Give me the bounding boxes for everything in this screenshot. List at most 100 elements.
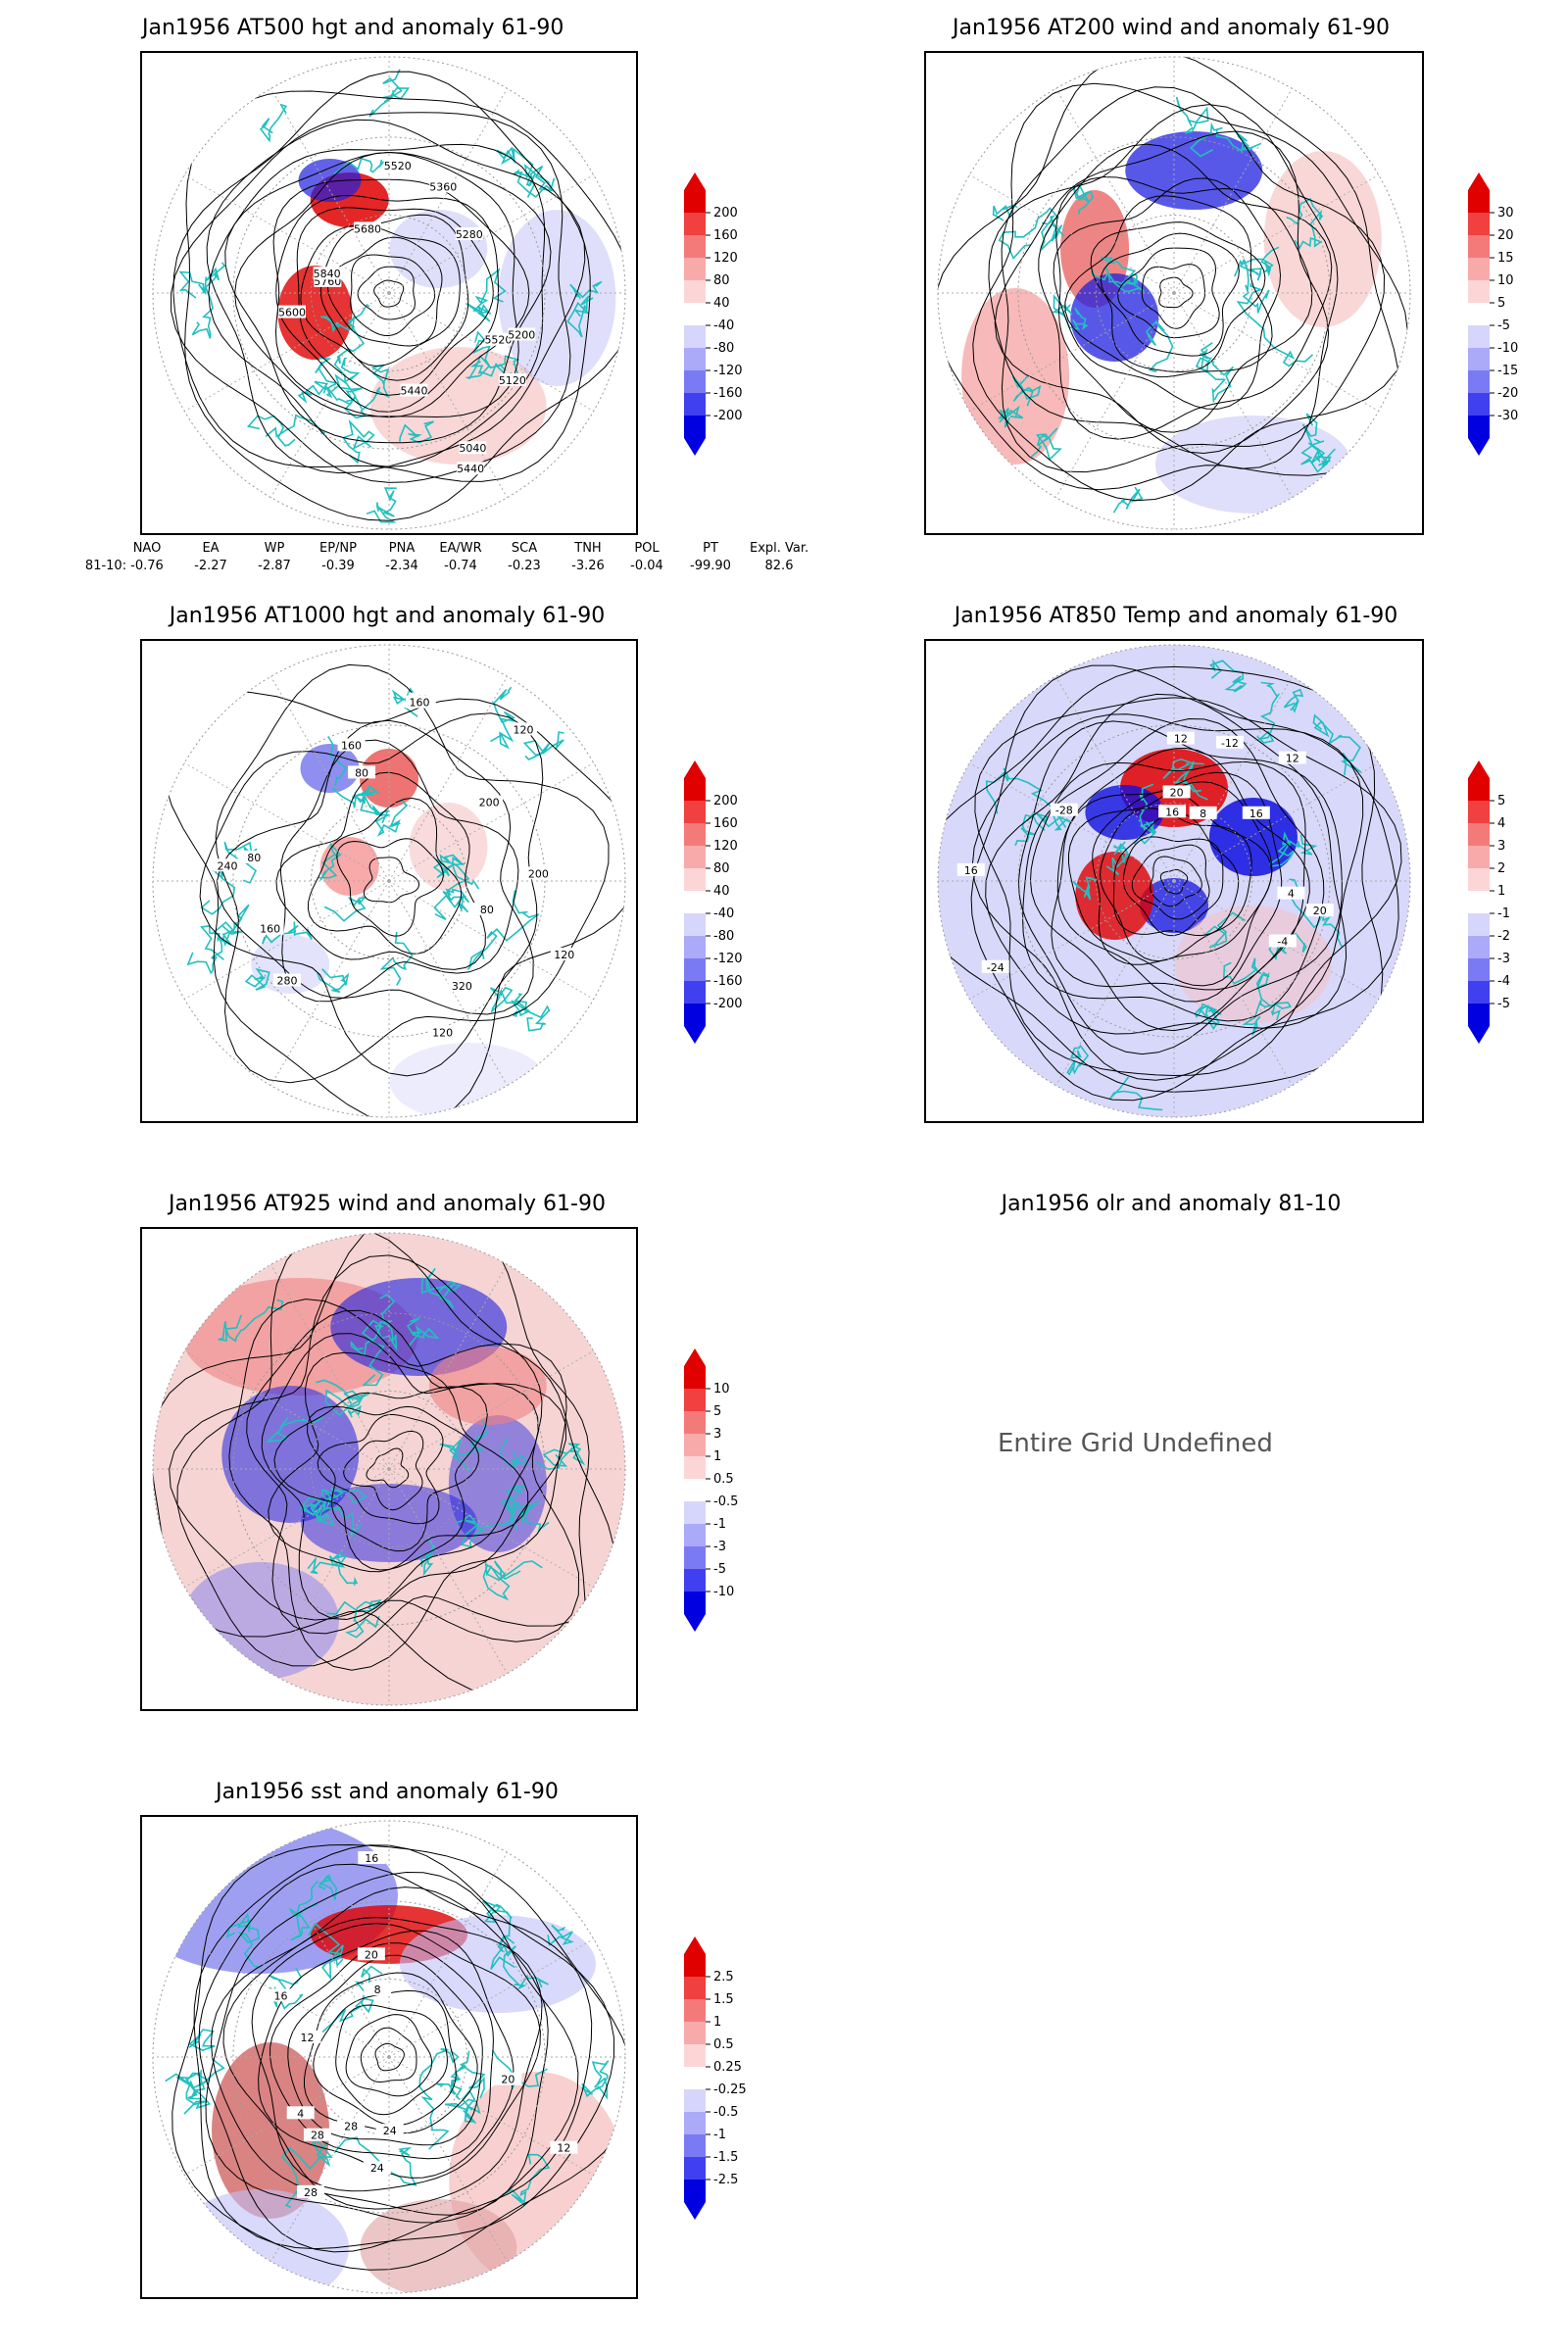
index-header: NAO <box>132 541 162 556</box>
colorbar-tick-label: -80 <box>713 929 734 944</box>
colorbar-tick-label: -2.5 <box>713 2173 738 2187</box>
contour-label: 20 <box>501 2074 514 2086</box>
contour-label: 120 <box>514 723 534 736</box>
index-value: -2.27 <box>194 559 227 573</box>
colorbar-tick-label: 0.5 <box>713 1472 734 1487</box>
colorbar-tick-label: 1.5 <box>713 1992 734 2007</box>
index-header: TNH <box>574 541 602 556</box>
contour-label: 4 <box>1288 888 1295 901</box>
contour-label: 5520 <box>484 334 512 347</box>
colorbar-tick-label: 200 <box>713 206 738 220</box>
colorbar-tick-label: -3 <box>713 1540 726 1554</box>
index-value: -0.23 <box>508 559 541 573</box>
colorbar-tick-label: -1 <box>1497 906 1510 921</box>
colorbar-tick-label: -4 <box>1497 974 1510 989</box>
colorbar-tick-label: -200 <box>713 409 743 423</box>
index-value: -0.04 <box>630 559 663 573</box>
panel-title-olr: Jan1956 olr and anomaly 81-10 <box>1001 1192 1342 1216</box>
index-value: -2.87 <box>258 559 291 573</box>
colorbar-tick-label: 5 <box>1497 296 1505 311</box>
contour-label: 5200 <box>508 328 535 341</box>
colorbar-tick-label: 5 <box>1497 794 1505 808</box>
colorbar-tick-label: 15 <box>1497 251 1514 266</box>
contour-label: 20 <box>1313 905 1327 917</box>
colorbar-500: 200 160 120 80 40 -40 -80 -120 -160 -200 <box>684 172 762 464</box>
contour-label: 20 <box>365 1948 378 1961</box>
colorbar-tick-label: -0.5 <box>713 2105 738 2120</box>
map-sst: 28 28 24 20 16 12 8 24 28 16 20 12 4 <box>140 1815 638 2299</box>
colorbar-tick-label: 1 <box>713 2015 721 2030</box>
contour-label: 16 <box>1165 806 1179 818</box>
colorbar-tick-label: 40 <box>713 296 730 311</box>
map-200wind <box>924 51 1424 535</box>
colorbar-tick-label: 120 <box>713 251 738 266</box>
index-value: -0.39 <box>321 559 355 573</box>
index-value: -0.74 <box>444 559 477 573</box>
contour-label: 120 <box>554 949 574 961</box>
colorbar-tick-label: -40 <box>713 906 734 921</box>
colorbar-tick-label: 160 <box>713 228 738 243</box>
colorbar-tick-label: 1 <box>1497 884 1505 899</box>
colorbar-tick-label: 0.5 <box>713 2037 734 2052</box>
map-1000hgt: 8080120160200240320280160120804020016012… <box>140 639 638 1123</box>
contour-label: 28 <box>304 2186 318 2199</box>
colorbar-tick-label: 40 <box>713 884 730 899</box>
contour-label: 5360 <box>429 181 457 194</box>
colorbar-tick-label: 120 <box>713 839 738 854</box>
panel-title-sst: Jan1956 sst and anomaly 61-90 <box>216 1780 559 1804</box>
contour-label: 12 <box>1174 733 1188 746</box>
contour-label: 16 <box>274 1989 288 2002</box>
colorbar-tick-label: -120 <box>713 952 743 966</box>
colorbar-tick-label: -3 <box>1497 952 1510 966</box>
contour-label: 5680 <box>354 222 381 235</box>
colorbar-tick-label: -0.5 <box>713 1494 738 1509</box>
contour-label: 5040 <box>459 442 486 455</box>
colorbar-tick-label: 3 <box>713 1427 721 1442</box>
map-500hgt: 5760 5840 5520 5440 5360 5280 5200 5120 5040 5600… <box>140 51 638 535</box>
contour-label: 200 <box>528 867 549 880</box>
contour-label: 16 <box>964 864 978 877</box>
colorbar-tick-label: -10 <box>1497 341 1518 356</box>
contour-label: 28 <box>344 2121 358 2133</box>
colorbar-tick-label: -5 <box>1497 997 1510 1011</box>
contour-label: 16 <box>365 1852 378 1865</box>
colorbar-tick-label: -1.5 <box>713 2150 738 2165</box>
contour-label: 80 <box>355 766 368 779</box>
contour-label: 160 <box>409 697 429 710</box>
index-header: POL <box>634 541 660 556</box>
contour-label: 240 <box>218 859 238 872</box>
colorbar-200: 30 20 15 10 5 -5 -10 -15 -20 -30 <box>1468 172 1546 464</box>
colorbar-tick-label: 160 <box>713 816 738 831</box>
contour-label: -4 <box>1277 935 1288 948</box>
colorbar-sst: 2.5 1.5 1 0.5 0.25 -0.25 -0.5 -1 -1.5 -2.5 <box>684 1936 762 2228</box>
contour-label: 320 <box>452 980 472 993</box>
index-value: -99.90 <box>690 559 731 573</box>
colorbar-850: 5 4 3 2 1 -1 -2 -3 -4 -5 <box>1468 760 1546 1052</box>
contour-label: 5120 <box>499 374 526 387</box>
colorbar-tick-label: 5 <box>713 1404 721 1419</box>
contour-label: 28 <box>311 2130 324 2142</box>
panel-title-925: Jan1956 AT925 wind and anomaly 61-90 <box>169 1192 606 1216</box>
map-925wind <box>140 1227 638 1711</box>
contour-label: 4 <box>297 2107 304 2120</box>
colorbar-tick-label: -10 <box>713 1585 734 1599</box>
undefined-grid-message: Entire Grid Undefined <box>998 1429 1273 1458</box>
contour-label: -24 <box>987 961 1004 974</box>
index-value: 82.6 <box>764 559 794 573</box>
index-value: -0.76 <box>130 559 164 573</box>
contour-label: 80 <box>480 904 494 916</box>
index-row-label: 81-10: <box>84 559 127 573</box>
panel-title-500: Jan1956 AT500 hgt and anomaly 61-90 <box>142 16 564 40</box>
colorbar-tick-label: -5 <box>1497 318 1510 333</box>
contour-label: 8 <box>1200 808 1206 820</box>
colorbar-tick-label: -200 <box>713 997 743 1011</box>
panel-title-850: Jan1956 AT850 Temp and anomaly 61-90 <box>954 604 1398 628</box>
colorbar-tick-label: -160 <box>713 386 743 401</box>
colorbar-tick-label: 10 <box>1497 273 1514 288</box>
index-header: EA/WR <box>439 541 482 556</box>
contour-label: 12 <box>557 2142 570 2155</box>
colorbar-tick-label: -1 <box>713 1517 726 1532</box>
contour-label: 5440 <box>457 463 484 475</box>
colorbar-925: 10 5 3 1 0.5 -0.5 -1 -3 -5 -10 <box>684 1348 762 1640</box>
contour-label: 120 <box>432 1027 453 1040</box>
